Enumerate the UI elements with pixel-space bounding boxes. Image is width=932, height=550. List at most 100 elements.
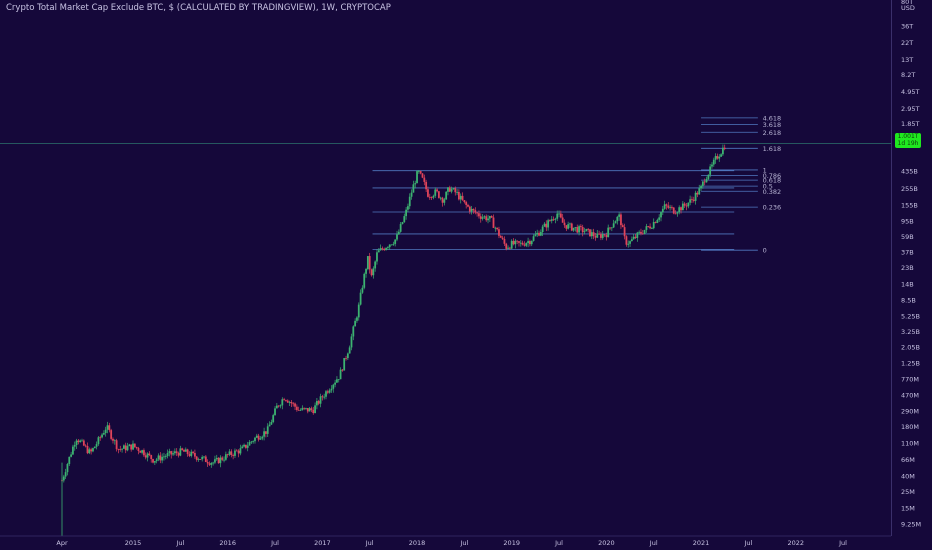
candle [175,448,178,457]
candle [381,246,384,251]
candle [295,404,298,412]
candle [281,397,284,410]
x-axis-tick-label: 2018 [409,539,426,547]
candle [437,190,440,199]
candle [268,421,271,427]
candle [616,215,619,225]
current-price-tag: 1.001T 1d 19h [895,133,921,148]
candle [343,357,346,371]
candle [272,413,275,424]
candle [665,203,668,210]
candle [310,406,313,413]
candle [496,227,499,231]
candle [141,449,144,455]
candle [499,234,502,238]
candle [436,188,438,193]
candle [483,215,486,220]
candle [487,215,489,224]
candle [607,224,610,238]
candle [75,438,78,450]
y-axis-tick-label: 2.95T [901,105,919,113]
candle [703,178,706,186]
candle [674,210,677,215]
candle [79,439,82,443]
candle [164,454,167,460]
candle [246,441,249,452]
candle [366,256,369,271]
candle [383,247,386,252]
candle [647,225,650,228]
candle [97,436,100,446]
candle [388,244,391,250]
candle [173,448,176,456]
candle [128,443,131,447]
candle [432,194,435,200]
x-axis-tick-label: 2021 [693,539,710,547]
candle [317,399,320,406]
candle [354,318,357,327]
x-axis-tick-label: 2019 [503,539,520,547]
candle [419,170,422,175]
candle [643,229,646,235]
candle [654,221,657,224]
candle [638,230,641,235]
x-axis-tick-label: Apr [56,539,68,547]
candle [337,379,340,383]
candle [676,211,679,217]
candle [529,239,531,247]
candle [261,435,264,441]
y-axis-tick-label: USD [901,4,915,12]
y-axis-tick-label: 9.25M [901,521,921,529]
candle [454,186,457,196]
candle [365,267,367,278]
candle [168,448,171,457]
candle [521,240,524,246]
candle [90,447,93,455]
candle [441,196,444,207]
fib-level-label: 1.618 [763,145,782,153]
candle [259,436,262,440]
candle [132,440,134,451]
candle [712,157,715,167]
y-axis-tick-label: 5.25B [901,312,920,320]
candle [81,438,83,442]
candle [427,186,429,198]
y-axis-tick-label: 40M [901,472,915,480]
candle [64,468,67,479]
candle [363,272,366,290]
candle [115,438,118,452]
candle [361,285,364,294]
candle [408,193,411,210]
candle [102,430,105,436]
candle [297,406,300,411]
candle [465,200,468,209]
candle [671,205,673,210]
candle [694,190,697,205]
current-price-value: 1.001T [897,133,919,140]
candle [345,355,347,361]
candle [123,444,125,449]
candle [541,224,544,237]
candle [166,449,169,459]
candle [425,179,428,193]
candle [110,428,113,441]
candle [716,153,719,160]
candle [507,245,509,250]
candle [578,224,580,236]
candle [143,448,145,457]
candle [456,188,458,196]
price-axis-panel[interactable] [891,0,932,536]
candle [126,442,129,452]
candle [559,210,562,219]
candle [556,210,559,222]
candle [370,268,373,277]
candle [133,443,136,449]
x-axis: Apr 2015 Jul 2016 Jul 2017 Jul 2018 Jul 2019 Jul 20… [0,535,891,547]
fib-level-label: 0.786 [763,172,782,180]
candle [244,444,247,450]
candle [248,439,251,446]
candle [239,444,242,456]
candle [397,229,400,235]
candle [516,240,519,245]
